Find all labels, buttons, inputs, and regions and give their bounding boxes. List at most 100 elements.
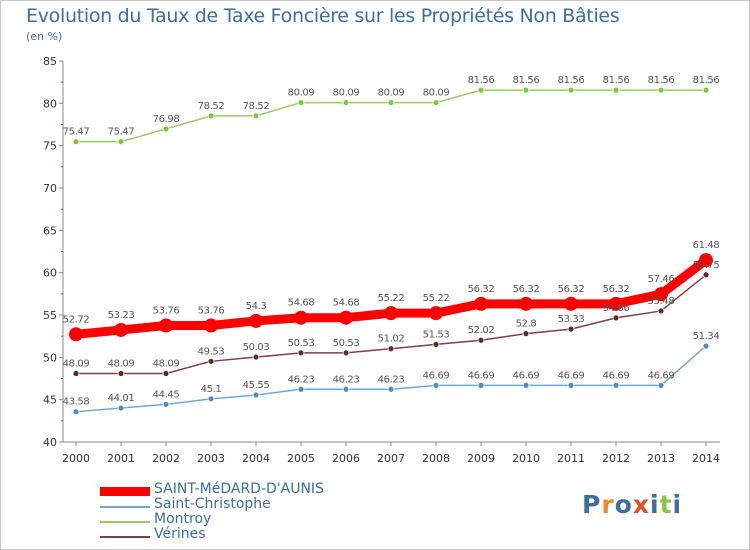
data-point-saint-m-dard-d-aunis	[564, 296, 578, 311]
data-point-saint-m-dard-d-aunis	[69, 327, 83, 342]
data-label-saint-christophe: 46.69	[603, 370, 630, 381]
data-point-saint-christophe	[387, 385, 395, 393]
data-label-saint-m-dard-d-aunis: 52.72	[63, 314, 90, 325]
data-label-saint-m-dard-d-aunis: 53.76	[198, 305, 225, 316]
data-point-saint-m-dard-d-aunis	[204, 318, 218, 333]
legend-label: Saint-Christophe	[154, 496, 271, 512]
y-tick-label: 50	[43, 351, 57, 364]
data-point-v-rines	[72, 370, 80, 377]
data-point-saint-m-dard-d-aunis	[699, 253, 713, 268]
data-point-v-rines	[252, 353, 260, 361]
data-point-montroy	[432, 99, 440, 106]
x-tick-label: 2001	[107, 452, 135, 465]
data-point-saint-christophe	[702, 342, 710, 350]
data-point-saint-christophe	[297, 385, 305, 393]
x-tick-label: 2007	[377, 452, 405, 465]
data-label-saint-christophe: 45.1	[201, 384, 222, 395]
legend-swatch	[100, 536, 150, 538]
data-label-saint-christophe: 46.69	[513, 370, 540, 381]
data-label-v-rines: 55.48	[648, 296, 675, 307]
data-label-saint-m-dard-d-aunis: 56.32	[558, 284, 585, 295]
data-label-montroy: 81.56	[603, 75, 630, 86]
data-point-montroy	[117, 138, 125, 146]
x-tick-label: 2009	[467, 452, 495, 465]
data-label-montroy: 80.09	[288, 88, 315, 99]
x-tick-label: 2011	[557, 452, 585, 465]
x-tick-label: 2008	[422, 452, 450, 465]
x-tick-label: 2005	[287, 452, 315, 465]
x-tick-label: 2012	[602, 452, 630, 465]
data-point-montroy	[522, 86, 530, 94]
data-point-saint-m-dard-d-aunis	[609, 296, 623, 311]
data-point-v-rines	[162, 370, 170, 377]
data-label-v-rines: 50.53	[333, 338, 360, 349]
data-label-saint-m-dard-d-aunis: 54.3	[246, 301, 267, 312]
data-point-saint-m-dard-d-aunis	[249, 313, 263, 328]
x-tick-label: 2006	[332, 452, 360, 465]
data-label-saint-m-dard-d-aunis: 53.23	[108, 310, 135, 321]
y-tick-label: 80	[43, 97, 57, 110]
data-label-saint-christophe: 44.01	[108, 393, 135, 404]
y-tick-label: 70	[43, 182, 57, 195]
data-label-saint-m-dard-d-aunis: 56.32	[468, 284, 495, 295]
data-point-v-rines	[612, 314, 620, 322]
data-point-saint-m-dard-d-aunis	[429, 306, 443, 321]
data-label-v-rines: 50.53	[288, 338, 315, 349]
data-point-montroy	[72, 138, 80, 146]
data-point-montroy	[612, 86, 620, 94]
data-point-montroy	[297, 99, 305, 106]
data-label-saint-christophe: 51.34	[693, 331, 720, 342]
data-label-saint-m-dard-d-aunis: 61.48	[693, 240, 720, 251]
data-label-saint-christophe: 46.69	[423, 370, 450, 381]
data-point-montroy	[342, 99, 350, 106]
data-label-montroy: 75.47	[63, 127, 90, 138]
logo-letter: P	[582, 490, 602, 519]
data-point-v-rines	[297, 349, 305, 357]
data-label-saint-christophe: 46.23	[333, 374, 360, 385]
data-label-saint-christophe: 44.45	[153, 389, 180, 400]
data-label-saint-m-dard-d-aunis: 54.68	[288, 298, 315, 309]
data-label-saint-m-dard-d-aunis: 54.68	[333, 298, 360, 309]
chart-title: Evolution du Taux de Taxe Foncière sur l…	[26, 5, 620, 27]
y-tick-label: 55	[43, 309, 57, 322]
logo-letter: t	[659, 490, 673, 519]
data-label-saint-m-dard-d-aunis: 56.32	[603, 284, 630, 295]
data-point-saint-m-dard-d-aunis	[339, 310, 353, 325]
data-point-saint-christophe	[252, 391, 260, 399]
data-label-v-rines: 59.75	[693, 260, 720, 271]
data-point-saint-m-dard-d-aunis	[114, 322, 128, 337]
data-point-montroy	[387, 99, 395, 106]
data-point-v-rines	[477, 336, 485, 344]
data-label-montroy: 80.09	[378, 88, 405, 99]
data-point-saint-m-dard-d-aunis	[384, 306, 398, 321]
data-point-saint-christophe	[522, 381, 530, 389]
chart-data-labels: 75.47 75.47 76.98 78.52 78.52 80.09 80.09 80.09…	[63, 75, 720, 408]
data-point-saint-christophe	[432, 381, 440, 389]
data-point-saint-christophe	[657, 381, 665, 389]
data-label-montroy: 78.52	[198, 101, 225, 112]
x-tick-label: 2004	[242, 452, 270, 465]
logo-letter: x	[632, 490, 650, 519]
data-label-saint-christophe: 46.69	[648, 370, 675, 381]
data-label-v-rines: 48.09	[153, 359, 180, 370]
data-point-saint-christophe	[567, 381, 575, 389]
data-point-saint-m-dard-d-aunis	[519, 296, 533, 311]
data-label-v-rines: 49.53	[198, 346, 225, 357]
legend-label: Montroy	[154, 511, 212, 527]
y-tick-label: 65	[43, 224, 57, 237]
data-label-v-rines: 52.8	[516, 319, 537, 330]
data-label-montroy: 75.47	[108, 127, 135, 138]
data-label-v-rines: 48.09	[63, 359, 90, 370]
data-label-montroy: 81.56	[558, 75, 585, 86]
data-point-saint-m-dard-d-aunis	[654, 287, 668, 302]
data-label-v-rines: 53.33	[558, 314, 585, 325]
data-point-v-rines	[702, 271, 710, 279]
data-label-v-rines: 52.02	[468, 325, 495, 336]
data-label-v-rines: 50.03	[243, 342, 270, 353]
proxiti-logo: Proxiti	[582, 490, 682, 519]
data-label-saint-christophe: 45.55	[243, 380, 270, 391]
data-point-saint-christophe	[477, 381, 485, 389]
data-point-montroy	[567, 86, 575, 94]
data-point-v-rines	[117, 370, 125, 377]
